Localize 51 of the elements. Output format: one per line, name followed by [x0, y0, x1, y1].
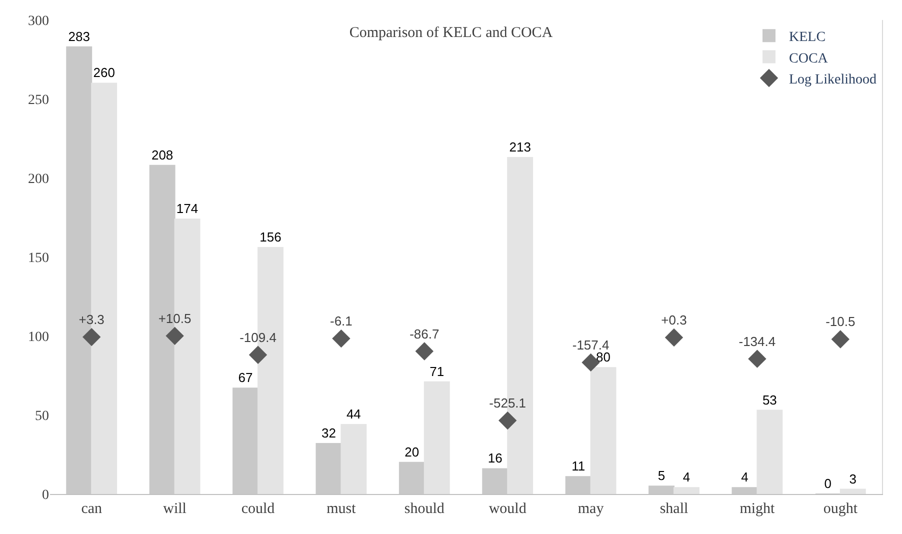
data-label: 156: [260, 230, 282, 245]
data-label: 16: [488, 450, 502, 466]
x-tick-label: could: [241, 501, 276, 517]
data-label: -10.5: [826, 314, 856, 330]
y-tick-label: 200: [28, 172, 49, 187]
data-label: +3.3: [78, 312, 104, 328]
data-label: -86.7: [410, 326, 440, 342]
x-tick-label: might: [740, 501, 776, 517]
y-tick-label: 0: [42, 488, 49, 503]
data-label: -6.1: [330, 314, 352, 329]
x-tick-label: will: [163, 501, 186, 517]
y-tick-label: 300: [28, 14, 49, 29]
data-label: 3: [849, 471, 856, 486]
data-label: 80: [596, 350, 611, 365]
data-label: +10.5: [158, 310, 192, 326]
data-label: 4: [682, 470, 690, 485]
data-label: +0.3: [661, 312, 687, 328]
legend-label: Log Likelihood: [789, 72, 876, 88]
x-tick-label: would: [488, 501, 527, 517]
x-tick-label: should: [404, 501, 445, 517]
data-label: 44: [346, 406, 361, 422]
data-label: 213: [509, 139, 531, 154]
data-label: 4: [741, 470, 748, 485]
legend-label: COCA: [789, 51, 829, 66]
y-tick-label: 100: [28, 330, 49, 345]
x-tick-label: can: [81, 501, 102, 517]
data-label: -525.1: [489, 396, 526, 411]
y-tick-label: 250: [28, 92, 49, 108]
data-label: 5: [658, 468, 666, 484]
data-label: 71: [430, 364, 444, 379]
y-tick-label: 150: [28, 250, 49, 266]
data-label: 0: [824, 476, 832, 491]
data-label: -109.4: [240, 330, 276, 345]
data-label: -157.4: [572, 337, 610, 352]
data-label: 32: [321, 425, 336, 440]
data-label: 208: [151, 147, 174, 162]
data-label: 11: [572, 458, 586, 474]
chart-title: Comparison of KELC and COCA: [349, 25, 553, 42]
y-tick-label: 50: [35, 408, 49, 424]
data-label: 174: [176, 201, 198, 216]
legend-label: KELC: [789, 30, 826, 46]
data-label: 53: [762, 392, 777, 408]
x-tick-label: may: [578, 501, 604, 517]
x-tick-label: shall: [660, 501, 688, 517]
data-label: 260: [93, 65, 115, 80]
data-label: -134.4: [738, 334, 776, 349]
x-tick-label: must: [326, 501, 357, 517]
x-tick-label: ought: [823, 501, 858, 517]
data-label: 283: [68, 28, 90, 44]
data-label: 67: [238, 370, 253, 386]
data-label: 20: [404, 444, 420, 460]
